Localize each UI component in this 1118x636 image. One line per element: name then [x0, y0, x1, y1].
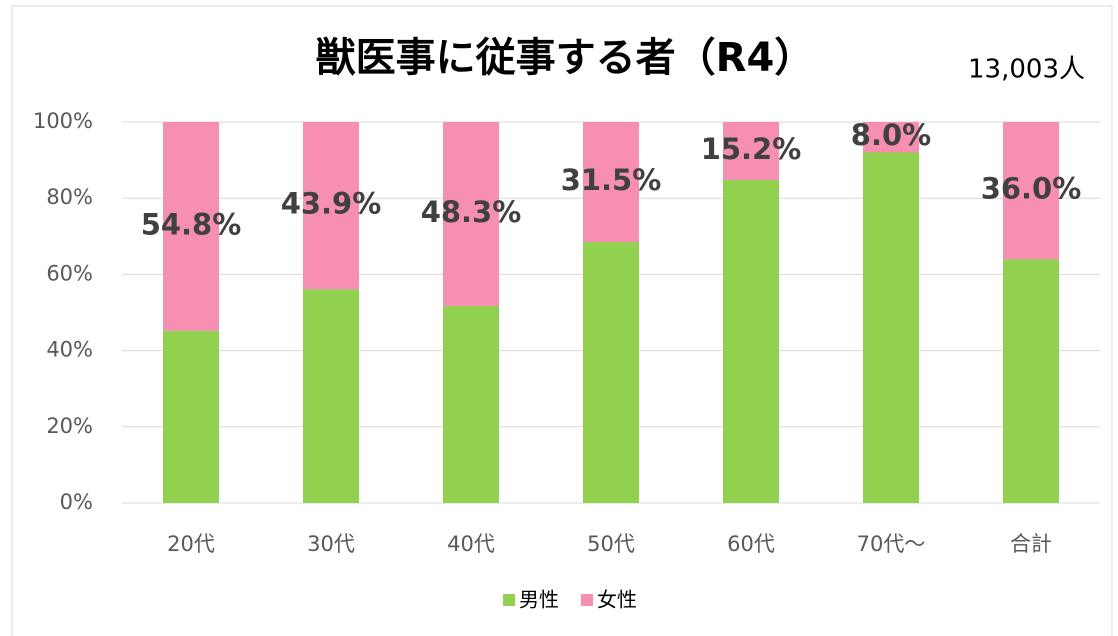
- x-tick-label: 60代: [727, 532, 775, 556]
- bar-segment: [1003, 122, 1059, 260]
- y-tick-label: 60%: [46, 261, 93, 285]
- y-tick-label: 0%: [60, 490, 93, 514]
- x-tick-label: 20代: [167, 532, 215, 556]
- bar-segment: [583, 242, 639, 503]
- bar-segment: [863, 152, 919, 504]
- annotation: 13,003人: [968, 55, 1085, 85]
- legend-label: 女性: [597, 588, 637, 612]
- x-tick-label: 30代: [307, 532, 355, 556]
- bar-segment: [163, 330, 219, 503]
- legend-label: 男性: [519, 588, 559, 612]
- x-tick-label: 40代: [447, 532, 495, 556]
- bar-segment: [863, 122, 919, 153]
- data-label: 36.0%: [981, 172, 1082, 206]
- bar-segment: [1003, 259, 1059, 503]
- bar-segment: [303, 122, 359, 290]
- bar-segment: [443, 122, 499, 307]
- bar-segment: [443, 306, 499, 503]
- legend-swatch: [581, 594, 593, 606]
- bar-segment: [303, 289, 359, 503]
- data-label: 8.0%: [851, 118, 931, 152]
- y-tick-label: 100%: [33, 109, 93, 133]
- x-tick-label: 70代～: [857, 532, 926, 556]
- data-label: 43.9%: [281, 187, 382, 221]
- chart-title: 獣医事に従事する者（R4）: [316, 35, 815, 81]
- bar-segment: [723, 179, 779, 504]
- data-label: 54.8%: [141, 207, 242, 241]
- bar-segment: [723, 122, 779, 180]
- y-tick-label: 20%: [46, 414, 93, 438]
- bar-segment: [163, 122, 219, 331]
- data-label: 31.5%: [561, 163, 662, 197]
- bar-segment: [583, 122, 639, 243]
- legend-swatch: [503, 594, 515, 606]
- y-tick-label: 80%: [46, 185, 93, 209]
- data-label: 15.2%: [701, 132, 802, 166]
- y-tick-label: 40%: [46, 338, 93, 362]
- x-tick-label: 50代: [587, 532, 635, 556]
- x-tick-label: 合計: [1010, 532, 1052, 556]
- data-label: 48.3%: [421, 195, 522, 229]
